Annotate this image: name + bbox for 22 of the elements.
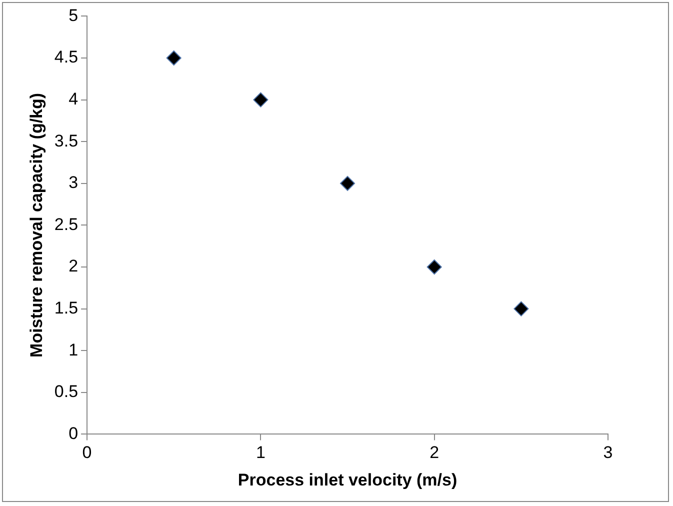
point [253,92,268,108]
y-tick-label: 3 [68,173,78,192]
y-tick-label: 1.5 [54,298,78,318]
y-tick-label: 0 [68,424,78,443]
x-tick-label: 2 [430,443,440,462]
x-tick-label: 3 [603,443,613,462]
point [426,260,442,274]
x-axis-title: Process inlet velocity (m/s) [238,470,458,490]
y-tick-label: 3.5 [54,131,78,150]
x-tick-label: 1 [256,443,266,462]
y-tick-label: 4 [68,89,78,108]
y-tick-label: 2 [68,256,78,276]
point [514,301,529,316]
y-tick-label: 0.5 [54,382,78,402]
point [340,176,356,191]
y-tick-label: 2.5 [54,214,78,234]
point [166,50,182,66]
y-axis-title: Moisture removal capacity (g/kg) [26,92,46,358]
y-tick-label: 1 [68,340,78,360]
y-tick-label: 5 [68,6,78,25]
y-tick-label: 4.5 [54,48,78,67]
x-tick-label: 0 [82,443,92,462]
